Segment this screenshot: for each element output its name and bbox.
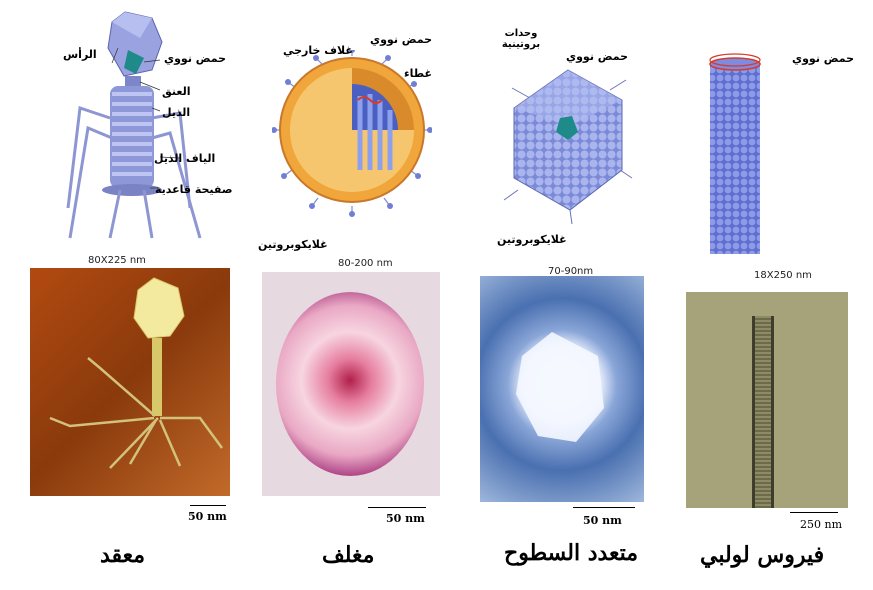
size-complex: 80X225 nm xyxy=(88,255,146,266)
complex-virus-micrograph xyxy=(30,268,230,496)
title-enveloped: مغلف xyxy=(322,542,375,568)
polyhedral-virus-diagram xyxy=(503,69,633,225)
scale-bar-complex xyxy=(190,505,226,506)
label-protein-units: وحدات بروتينية xyxy=(501,28,541,50)
label-nucleic-acid-enveloped: حمض نووي xyxy=(370,33,433,46)
label-nucleic-acid-polyhedral: حمض نووي xyxy=(566,50,629,63)
size-helical: 18X250 nm xyxy=(754,270,812,281)
label-neck: العنق xyxy=(162,85,191,98)
label-nucleic-acid-helical: حمض نووي xyxy=(792,52,855,65)
label-head: الرأس xyxy=(63,48,97,61)
title-polyhedral: متعدد السطوح xyxy=(504,540,639,566)
scale-label-polyhedral: 50 nm xyxy=(583,514,622,527)
complex-virus-diagram xyxy=(66,11,202,239)
enveloped-virus-diagram xyxy=(272,50,432,217)
size-polyhedral: 70-90nm xyxy=(548,266,594,277)
enveloped-virus-micrograph xyxy=(262,272,440,496)
scale-bar-polyhedral xyxy=(573,507,635,508)
helical-virus-micrograph xyxy=(686,292,848,508)
helical-virus-diagram xyxy=(709,53,761,254)
label-glycoprotein-polyhedral: غلايكوبروتين xyxy=(497,233,567,246)
label-tail-fibers: الياف الذيل xyxy=(154,152,216,165)
title-complex: معقد xyxy=(100,542,146,568)
title-helical: فيروس لولبي xyxy=(700,542,825,568)
scale-bar-helical xyxy=(790,512,838,513)
label-nucleic-acid-complex: حمض نووي xyxy=(164,52,227,65)
scale-label-enveloped: 50 nm xyxy=(386,512,425,525)
size-enveloped: 80-200 nm xyxy=(338,258,393,269)
label-tail: الذيل xyxy=(162,106,191,119)
label-glycoprotein-enveloped: غلايكوبروتين xyxy=(258,238,328,251)
scale-bar-enveloped xyxy=(368,507,426,508)
scale-label-helical: 250 nm xyxy=(800,518,843,531)
polyhedral-virus-micrograph xyxy=(480,276,644,502)
label-outer-envelope: غلاف خارجي xyxy=(283,44,353,57)
label-capsid: غطاء xyxy=(404,67,432,80)
label-base-plate: صفيحة قاعدية xyxy=(155,183,233,196)
scale-label-complex: 50 nm xyxy=(188,510,227,523)
